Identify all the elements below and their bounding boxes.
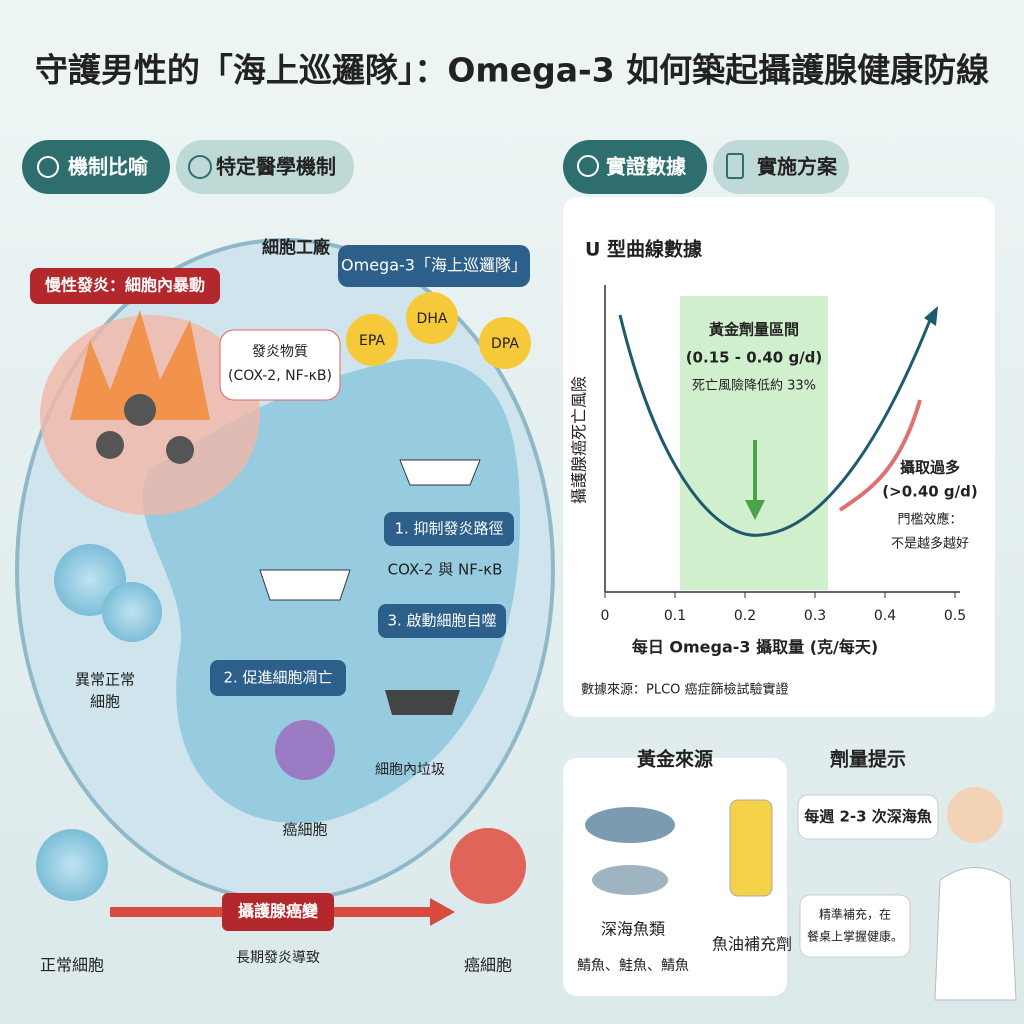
- molecule: [479, 317, 531, 369]
- label: 深海魚類: [601, 920, 665, 939]
- note-box: [799, 894, 911, 958]
- label: 癌細胞: [464, 956, 512, 975]
- band-label: (0.15 - 0.40 g/d): [686, 349, 823, 367]
- tab[interactable]: [563, 140, 707, 194]
- band-label: 死亡風險降低約 33%: [692, 379, 816, 394]
- cell: [102, 582, 162, 642]
- label: 癌細胞: [282, 821, 327, 839]
- callout: [219, 329, 341, 401]
- icon: [577, 155, 599, 177]
- tab-label: 機制比喻: [68, 155, 149, 179]
- u-chart: U 型曲線數據 攝護腺癌死亡風險 數據來源：PLCO 癌症篩檢試驗實證 每日 O…: [570, 238, 978, 698]
- band-label: 黃金劑量區間: [709, 321, 799, 339]
- label: 異常正常: [75, 671, 135, 689]
- label: 鯖魚、鮭魚、鯖魚: [577, 958, 689, 974]
- label: 2. 促進細胞凋亡: [223, 669, 332, 687]
- heading: 黃金來源: [637, 748, 713, 771]
- chart-title: U 型曲線數據: [585, 238, 703, 261]
- label: DHA: [417, 311, 448, 327]
- arrow: [838, 399, 922, 512]
- tab-label: 實施方案: [757, 155, 838, 179]
- label: 慢性發炎：細胞內暴動: [45, 276, 205, 295]
- label: 長期發炎導致: [236, 950, 320, 966]
- icon: [188, 155, 212, 179]
- label: 1. 抑制發炎路徑: [394, 520, 503, 538]
- tab-label: 特定醫學機制: [216, 155, 336, 179]
- tab[interactable]: [176, 140, 354, 194]
- source: 數據來源：PLCO 癌症篩檢試驗實證: [581, 682, 789, 698]
- label: 攝護腺癌變: [238, 902, 319, 921]
- virus: [166, 436, 194, 464]
- u-curve: [618, 314, 932, 537]
- boat: [399, 459, 481, 486]
- label: 魚油補充劑: [712, 935, 792, 954]
- x-tick-label: 0.4: [874, 608, 896, 624]
- heading: 劑量提示: [830, 748, 906, 771]
- molecule: [346, 314, 398, 366]
- label: 餐桌上掌握健康。: [807, 929, 903, 944]
- doctor-head: [947, 787, 1003, 843]
- label: 細胞: [90, 693, 120, 711]
- molecule: [406, 292, 458, 344]
- boat: [385, 690, 460, 715]
- label: EPA: [359, 333, 385, 349]
- excess-label: 門檻效應：: [897, 512, 962, 528]
- title: 守護男性的「海上巡邏隊」：Omega-3 如何築起攝護腺健康防線: [35, 51, 989, 90]
- label-box: [378, 604, 506, 638]
- label: (COX-2, NF-κB): [228, 368, 332, 384]
- x-tick-label: 0.1: [664, 608, 686, 624]
- virus: [124, 394, 156, 426]
- boat: [259, 569, 351, 601]
- tab[interactable]: [22, 140, 170, 194]
- x-tick-label: 0.2: [734, 608, 756, 624]
- label: 每週 2-3 次深海魚: [804, 808, 932, 826]
- label-box: [222, 893, 334, 931]
- y-axis-label: 攝護腺癌死亡風險: [570, 376, 589, 504]
- label-box: [384, 512, 514, 546]
- arrow-head: [924, 306, 938, 326]
- label: COX-2 與 NF-κB: [388, 561, 503, 579]
- virus: [96, 431, 124, 459]
- label-box: [338, 245, 530, 287]
- label: 正常細胞: [40, 956, 104, 975]
- cancer-cell: [275, 720, 335, 780]
- excess-label: (>0.40 g/d): [882, 483, 977, 501]
- doctor-body: [934, 867, 1017, 1001]
- speech-bubble: [797, 794, 939, 840]
- label: 精準補充，在: [819, 907, 891, 922]
- x-tick-label: 0.3: [804, 608, 826, 624]
- fire: [70, 310, 210, 420]
- arrow-head: [430, 898, 455, 926]
- label-box: [210, 660, 346, 696]
- x-tick-label: 0: [601, 608, 610, 624]
- cancer-cell: [450, 828, 526, 904]
- x-tick-label: 0.5: [944, 608, 966, 624]
- icon: [37, 156, 59, 178]
- cell: [36, 829, 108, 901]
- label: DPA: [491, 336, 519, 352]
- fish: [585, 807, 675, 843]
- label: Omega-3「海上巡邏隊」: [341, 256, 527, 275]
- excess-label: 攝取過多: [900, 459, 960, 477]
- label: 細胞工廠: [262, 237, 331, 258]
- tab-label: 實證數據: [606, 155, 687, 179]
- arrow-head: [745, 500, 765, 520]
- excess-label: 不是越多越好: [891, 536, 969, 552]
- x-axis-label: 每日 Omega-3 攝取量 (克/每天): [632, 638, 878, 657]
- fish: [592, 865, 668, 895]
- label: 3. 啟動細胞自噬: [387, 612, 496, 630]
- tab[interactable]: [713, 140, 849, 194]
- label-box: [30, 268, 220, 304]
- label: 發炎物質: [252, 344, 308, 360]
- label: 細胞內垃圾: [375, 762, 445, 778]
- icon: [726, 153, 744, 179]
- oil-bottle: [729, 799, 773, 897]
